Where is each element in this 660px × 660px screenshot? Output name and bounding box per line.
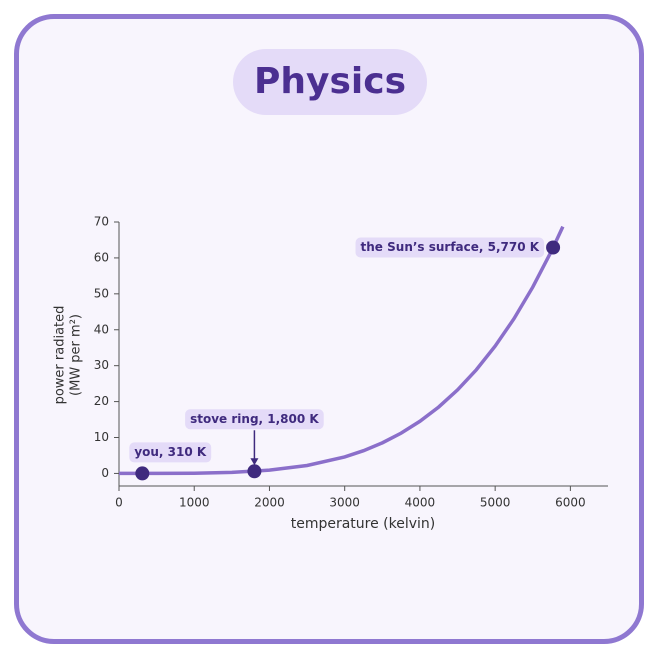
y-axis-label: power radiated [53,306,68,405]
point [247,464,262,479]
y-tick-label: 20 [94,394,109,408]
y-tick-label: 30 [94,358,109,372]
y-tick-label: 60 [94,250,109,264]
x-tick-label: 0 [115,496,123,510]
y-tick-label: 40 [94,322,109,336]
x-axis-label: temperature (kelvin) [291,516,436,532]
chart-title: Physics [233,49,427,115]
annotation-bg [355,237,545,258]
arrow-head [250,458,259,466]
y-tick-label: 10 [94,430,109,444]
point [546,240,561,255]
y-tick-label: 50 [94,286,109,300]
x-tick-label: 2000 [254,496,285,510]
annotation-bg [185,409,324,430]
x-tick-label: 4000 [405,496,436,510]
y-tick-label: 0 [101,466,109,480]
annotation-label: the Sun’s surface, 5,770 K [361,240,540,254]
annotation-label: stove ring, 1,800 K [190,412,319,426]
point [135,466,150,481]
x-tick-label: 6000 [555,496,586,510]
x-tick-label: 5000 [480,496,511,510]
x-tick-label: 3000 [329,496,360,510]
annotation-label: you, 310 K [134,445,207,459]
annotation-bg [129,442,212,463]
line [118,225,565,476]
y-tick-label: 70 [94,215,109,229]
x-tick-label: 1000 [179,496,210,510]
y-axis-label: (MW per m²) [69,314,84,396]
